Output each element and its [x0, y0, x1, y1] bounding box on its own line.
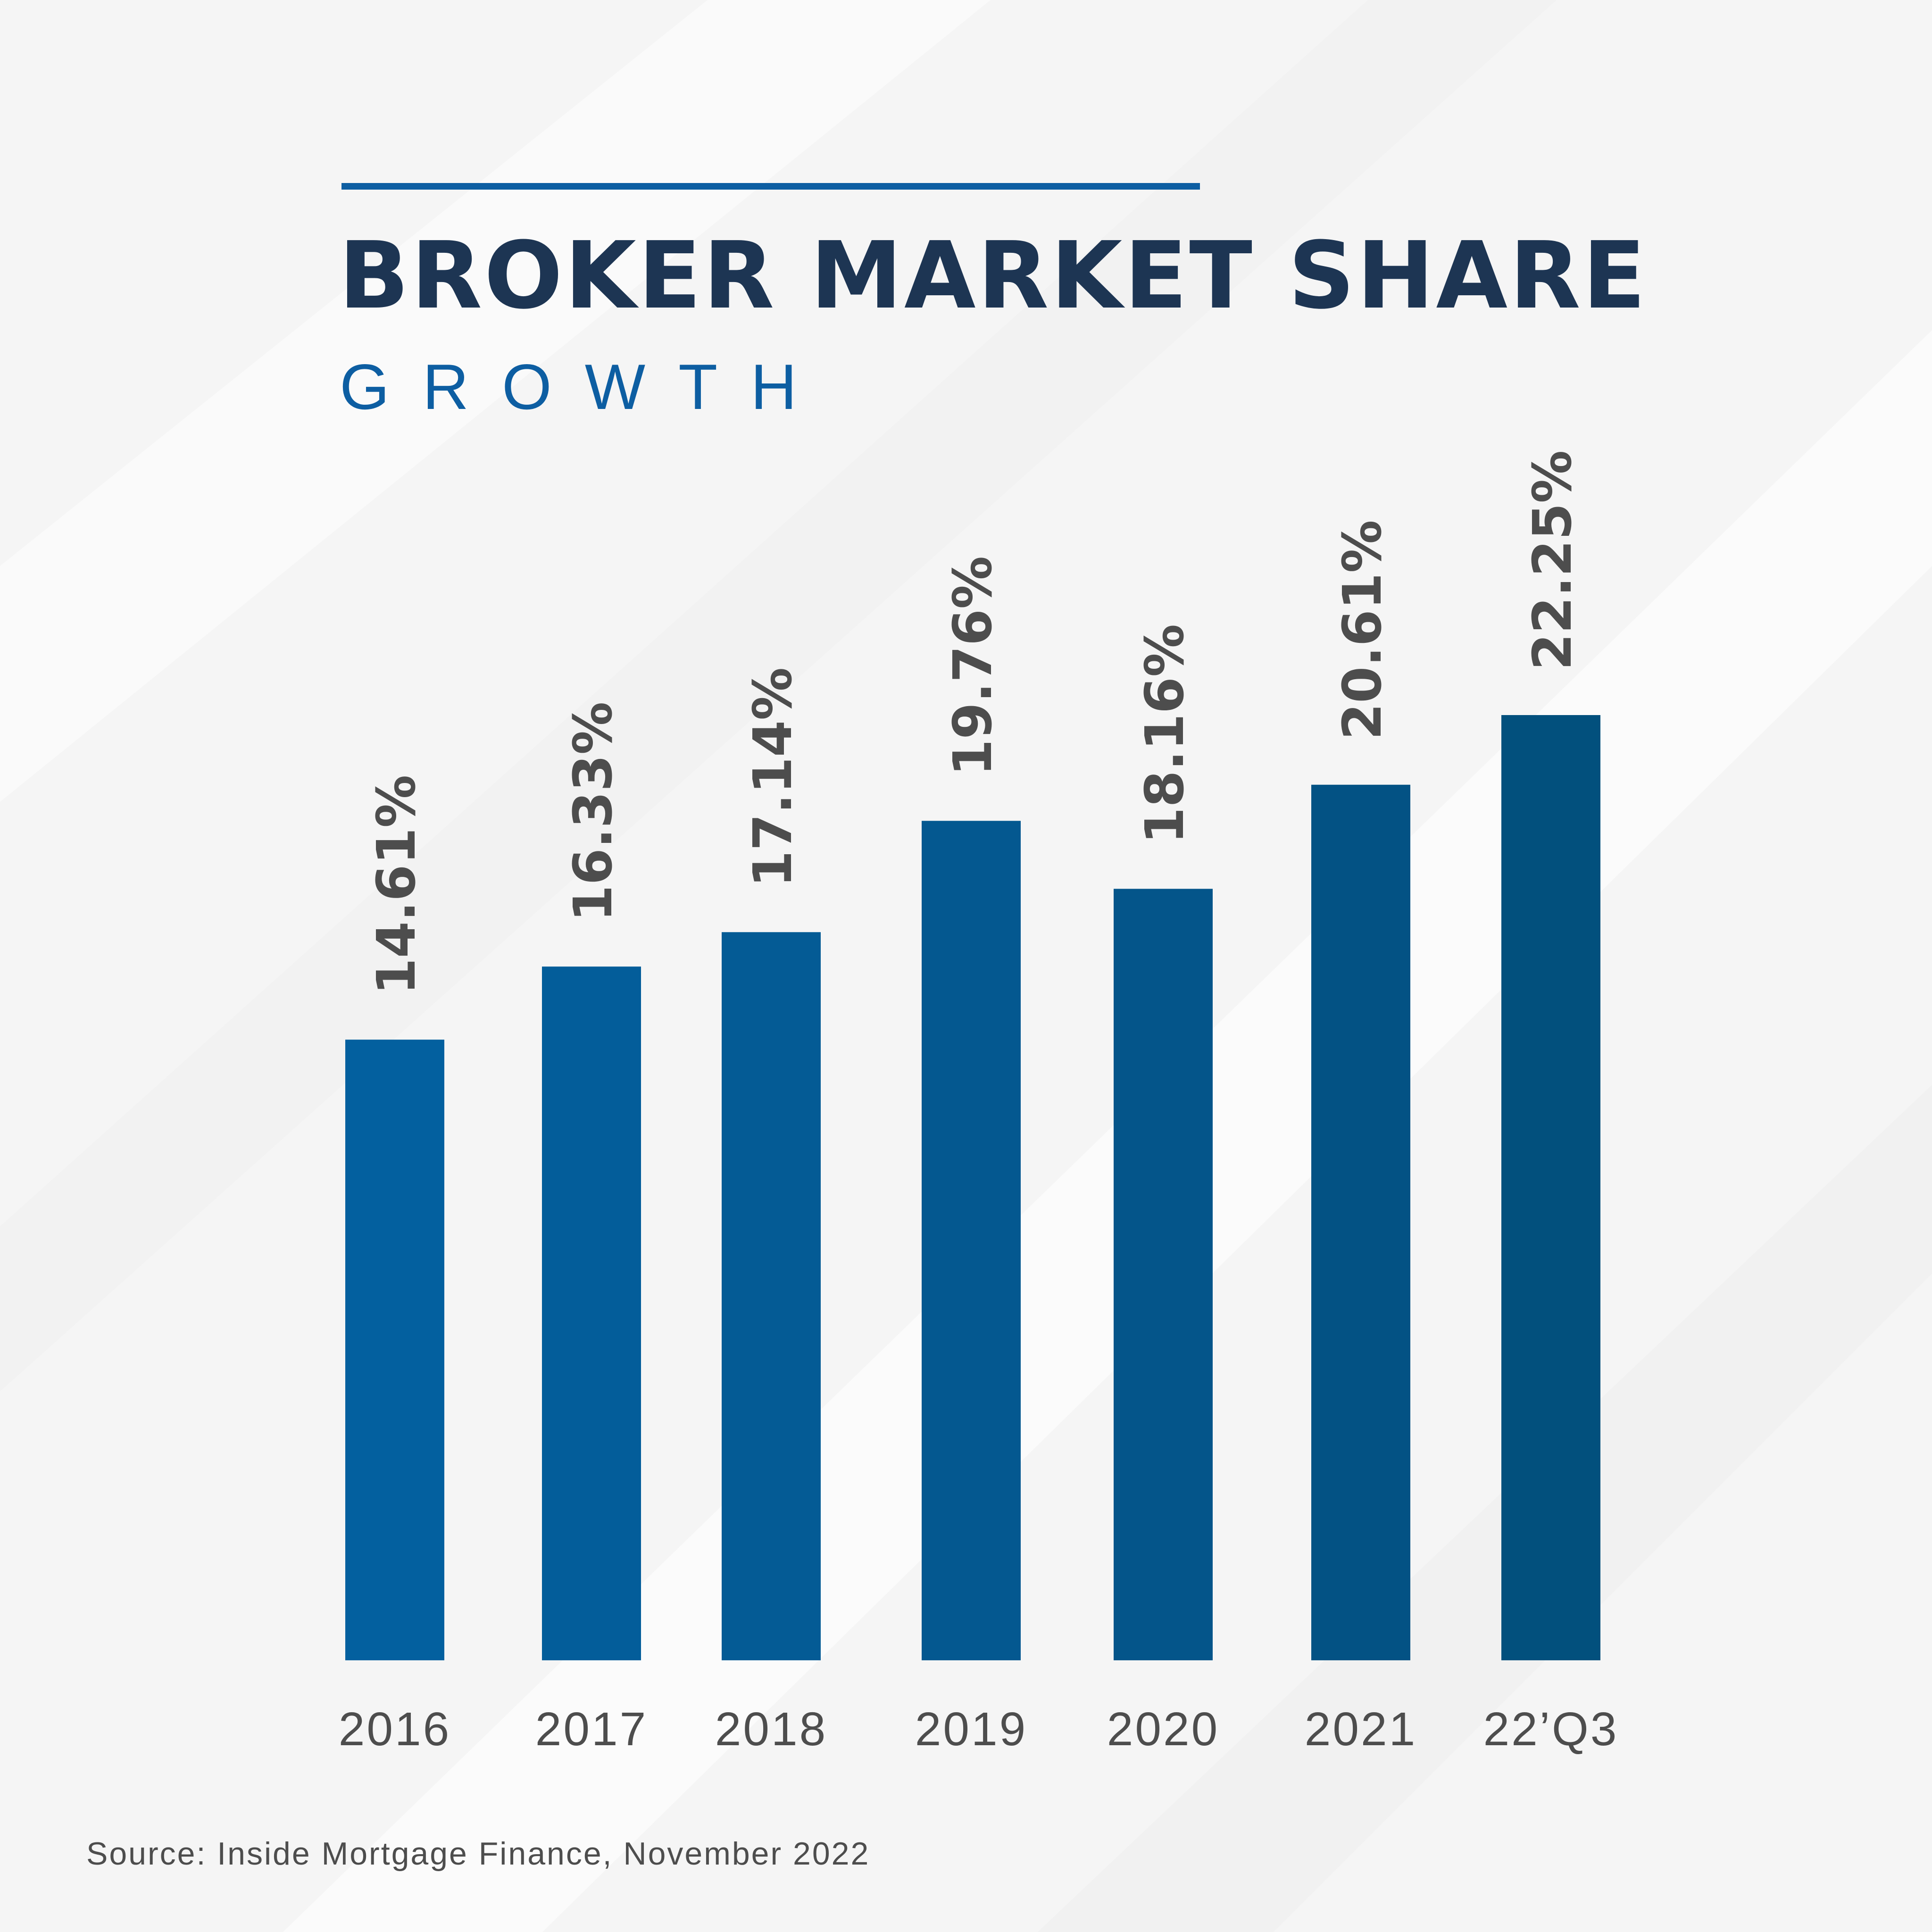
x-tick-label: 2016: [339, 1703, 451, 1756]
title-accent-rule: [341, 183, 1200, 190]
x-tick-label: 2020: [1107, 1703, 1219, 1756]
x-tick-label: 22’Q3: [1483, 1703, 1619, 1756]
bar-2016: [345, 1040, 444, 1660]
source-note: Source: Inside Mortgage Finance, Novembe…: [86, 1836, 870, 1872]
chart-subtitle: GROWTH: [340, 351, 830, 423]
data-label-22’Q3: 22.25%: [1522, 450, 1583, 670]
bar-2019: [922, 821, 1021, 1660]
data-label-2016: 14.61%: [366, 775, 427, 995]
bar-2020: [1114, 889, 1213, 1660]
x-tick-label: 2017: [535, 1703, 648, 1756]
x-tick-label: 2018: [715, 1703, 827, 1756]
bar-2017: [542, 966, 641, 1660]
bar-2021: [1311, 784, 1410, 1660]
data-label-2017: 16.33%: [563, 702, 624, 922]
data-label-2018: 17.14%: [742, 667, 804, 887]
data-label-2020: 18.16%: [1134, 624, 1196, 844]
x-tick-label: 2019: [915, 1703, 1027, 1756]
data-label-2019: 19.76%: [942, 556, 1004, 776]
chart-title: BROKER MARKET SHARE: [339, 222, 1648, 330]
x-tick-label: 2021: [1305, 1703, 1417, 1756]
bar-22’Q3: [1501, 715, 1600, 1660]
data-label-2021: 20.61%: [1332, 520, 1393, 740]
bar-2018: [722, 932, 821, 1660]
